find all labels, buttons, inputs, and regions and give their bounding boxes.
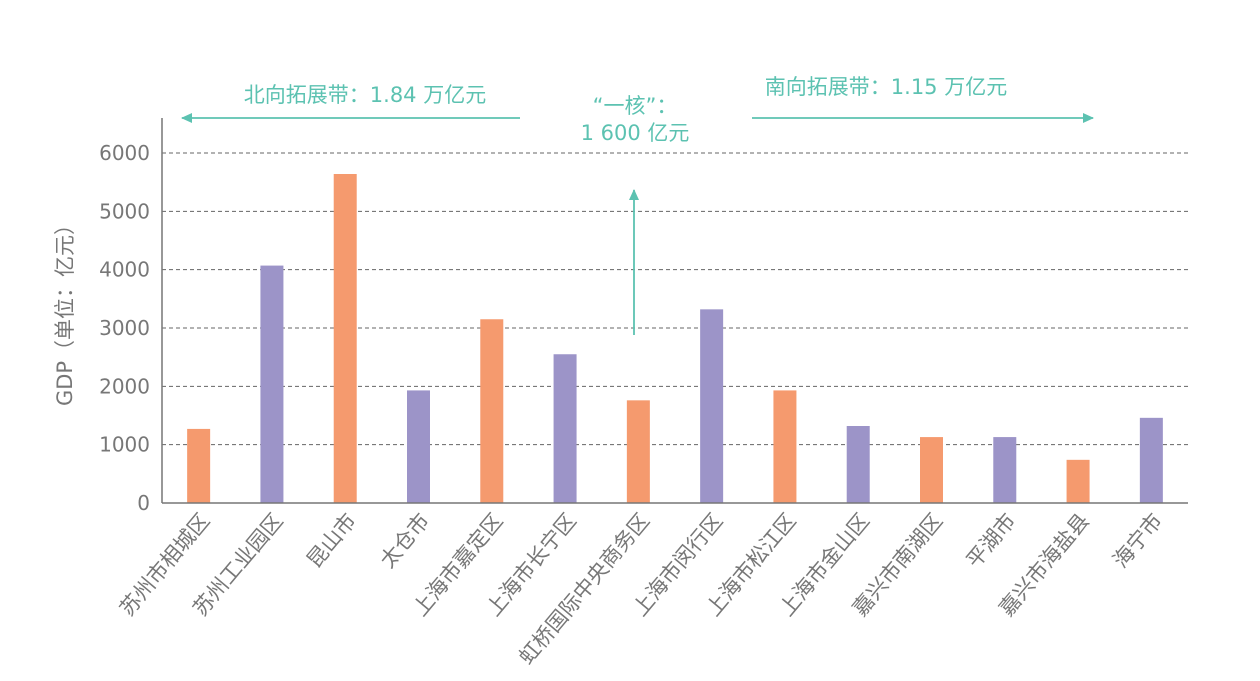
y-tick-label: 1000 <box>99 433 150 457</box>
bar-2 <box>260 265 284 503</box>
y-tick-label: 2000 <box>99 374 150 398</box>
category-label: 太仓市 <box>375 509 434 573</box>
y-axis-label: GDP（单位：亿元） <box>53 214 77 406</box>
core-annotation-line1: “一核”： <box>593 94 678 118</box>
bar-11 <box>920 437 943 503</box>
bar-1 <box>187 428 211 503</box>
gridlines <box>162 152 1188 446</box>
bar-14 <box>1139 417 1163 503</box>
core-annotation-line2: 1 600 亿元 <box>581 121 690 145</box>
bar-7 <box>626 400 650 503</box>
y-tick-label: 6000 <box>99 141 150 165</box>
category-label: 虹桥国际中央商务区 <box>514 509 654 669</box>
category-label: 平湖市 <box>962 509 1021 573</box>
y-tick-label: 5000 <box>99 199 150 223</box>
bar-9 <box>773 390 797 503</box>
bar-5 <box>480 319 504 503</box>
category-label: 海宁市 <box>1108 509 1167 573</box>
bar-12 <box>993 437 1017 503</box>
bar-6 <box>553 354 577 503</box>
bar-10 <box>846 426 870 503</box>
y-tick-label: 0 <box>137 491 150 515</box>
category-label: 昆山市 <box>302 509 361 573</box>
y-tick-label: 3000 <box>99 316 150 340</box>
y-axis-ticks: 0 1000 2000 3000 4000 5000 6000 <box>99 141 150 515</box>
bar-3 <box>333 174 357 503</box>
bar-13 <box>1066 459 1090 503</box>
bar-8 <box>700 309 724 503</box>
south-belt-annotation: 南向拓展带：1.15 万亿元 <box>765 75 1007 99</box>
bars <box>187 174 1163 503</box>
bar-4 <box>407 390 430 503</box>
north-belt-annotation: 北向拓展带：1.84 万亿元 <box>244 83 486 107</box>
y-tick-label: 4000 <box>99 258 150 282</box>
